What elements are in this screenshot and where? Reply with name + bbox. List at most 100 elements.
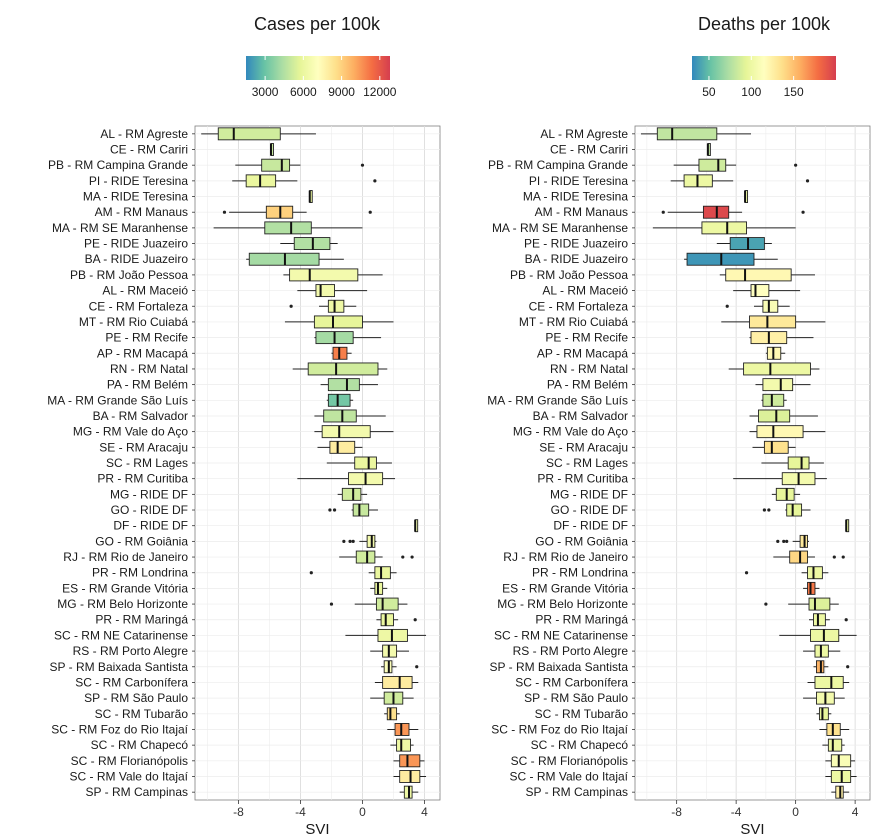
deaths-category-label: PE - RIDE Juazeiro: [524, 237, 628, 251]
cases-category-label: MG - RM Belo Horizonte: [57, 597, 188, 611]
cases-outlier-point: [332, 508, 337, 512]
deaths-category-label: BA - RM Salvador: [533, 409, 628, 423]
deaths-outlier-point: [782, 539, 786, 543]
cases-box: [264, 221, 312, 235]
deaths-box: [827, 738, 843, 752]
deaths-category-label: CE - RM Fortaleza: [529, 299, 629, 313]
cases-category-label: AL - RM Maceió: [102, 284, 188, 298]
cases-box: [374, 566, 391, 580]
deaths-category-label: AL - RM Agreste: [540, 127, 628, 141]
cases-box: [382, 675, 413, 689]
cases-x-axis-title: SVI: [305, 821, 329, 838]
deaths-category-label: AP - RM Macapá: [537, 346, 628, 360]
cases-category-label: SC - RM Foz do Rio Itajaí: [51, 722, 188, 736]
cases-colorbar-tick-label: 6000: [290, 85, 317, 99]
deaths-box: [818, 707, 829, 721]
deaths-category-label: GO - RIDE DF: [551, 503, 628, 517]
cases-box: [327, 378, 360, 392]
deaths-outlier-point: [785, 539, 789, 543]
deaths-outlier-point: [764, 602, 768, 606]
cases-category-label: MG - RIDE DF: [110, 487, 188, 501]
deaths-category-label: BA - RIDE Juazeiro: [525, 252, 629, 266]
cases-outlier-point: [309, 571, 313, 575]
deaths-x-tick-label: -8: [671, 805, 682, 819]
deaths-category-label: MT - RM Rio Cuiabá: [519, 315, 628, 329]
cases-category-label: MA - RIDE Teresina: [83, 190, 188, 204]
cases-category-label: SC - RM Vale do Itajaí: [70, 769, 189, 783]
cases-colorbar-tick-label: 3000: [252, 85, 279, 99]
cases-box: [396, 738, 411, 752]
deaths-box: [757, 409, 791, 423]
deaths-category-label: GO - RM Goiânia: [535, 534, 628, 548]
deaths-category-label: PR - RM Maringá: [535, 613, 628, 627]
deaths-category-label: ES - RM Grande Vitória: [502, 581, 628, 595]
cases-outlier-point: [289, 304, 293, 308]
cases-category-label: GO - RM Goiânia: [95, 534, 188, 548]
deaths-category-label: SC - RM Vale do Itajaí: [510, 769, 629, 783]
deaths-box: [698, 158, 727, 172]
deaths-category-label: MG - RM Vale do Aço: [513, 425, 628, 439]
cases-box: [380, 613, 394, 627]
deaths-outlier-point: [776, 539, 780, 543]
deaths-colorbar-tick-label: 50: [702, 85, 716, 99]
deaths-category-label: SC - RM Tubarão: [535, 707, 629, 721]
cases-x-tick-label: 0: [359, 805, 366, 819]
cases-category-label: SC - RM Tubarão: [95, 707, 189, 721]
deaths-outlier-point: [832, 555, 836, 559]
deaths-colorbar: [692, 56, 836, 80]
cases-box: [313, 315, 363, 329]
cases-category-label: RN - RM Natal: [110, 362, 188, 376]
cases-category-label: PR - RM Londrina: [92, 566, 188, 580]
deaths-category-label: CE - RM Cariri: [550, 143, 628, 157]
cases-category-label: PE - RM Recife: [105, 331, 188, 345]
deaths-category-label: PI - RIDE Teresina: [529, 174, 628, 188]
cases-category-label: ES - RM Grande Vitória: [62, 581, 188, 595]
cases-category-label: PA - RM Belém: [107, 378, 188, 392]
cases-category-label: SP - RM Campinas: [86, 785, 188, 799]
cases-outlier-point: [401, 555, 405, 559]
deaths-category-label: RJ - RM Rio de Janeiro: [503, 550, 628, 564]
cases-outlier-point: [342, 539, 346, 543]
deaths-box: [814, 675, 844, 689]
deaths-category-label: PB - RM Campina Grande: [488, 158, 628, 172]
cases-box: [327, 299, 345, 313]
deaths-outlier-point: [805, 179, 810, 183]
deaths-category-label: SC - RM Florianópolis: [511, 754, 628, 768]
cases-outlier-point: [348, 539, 352, 543]
deaths-box: [789, 550, 808, 564]
cases-category-label: PI - RIDE Teresina: [89, 174, 188, 188]
cases-colorbar-tick-label: 9000: [328, 85, 355, 99]
cases-category-label: BA - RIDE Juazeiro: [85, 252, 189, 266]
deaths-x-tick-label: 4: [852, 805, 859, 819]
cases-x-tick-label: -8: [233, 805, 244, 819]
deaths-category-label: SP - RM Baixada Santista: [489, 660, 628, 674]
deaths-category-label: SC - RM Lages: [546, 456, 628, 470]
cases-category-label: SC - RM Carbonífera: [75, 675, 188, 689]
deaths-box: [830, 754, 852, 768]
cases-box: [341, 487, 362, 501]
deaths-category-label: RN - RM Natal: [550, 362, 628, 376]
deaths-category-label: RS - RM Porto Alegre: [513, 644, 629, 658]
cases-category-label: PB - RM João Pessoa: [70, 268, 188, 282]
cases-category-label: MA - RM Grande São Luís: [47, 393, 188, 407]
cases-category-label: CE - RM Cariri: [110, 143, 188, 157]
deaths-box: [808, 597, 831, 611]
cases-box: [386, 707, 398, 721]
cases-outlier-point: [328, 508, 332, 512]
deaths-box: [656, 127, 718, 141]
cases-category-label: SC - RM Chapecó: [91, 738, 189, 752]
deaths-box: [756, 425, 804, 439]
cases-box: [315, 284, 336, 298]
deaths-category-label: MA - RM Grande São Luís: [487, 393, 628, 407]
deaths-box: [762, 299, 779, 313]
cases-category-label: RJ - RM Rio de Janeiro: [63, 550, 188, 564]
deaths-category-label: MA - RIDE Teresina: [523, 190, 628, 204]
cases-category-label: MT - RM Rio Cuiabá: [79, 315, 188, 329]
cases-box: [327, 393, 351, 407]
cases-box: [217, 127, 281, 141]
deaths-x-tick-label: 0: [792, 805, 799, 819]
cases-box: [261, 158, 291, 172]
deaths-panel: Deaths per 100k 50 100 150 -8 -4 0 4 SVI AL - RM …: [487, 14, 871, 838]
deaths-box: [762, 378, 794, 392]
cases-category-label: RS - RM Porto Alegre: [73, 644, 189, 658]
